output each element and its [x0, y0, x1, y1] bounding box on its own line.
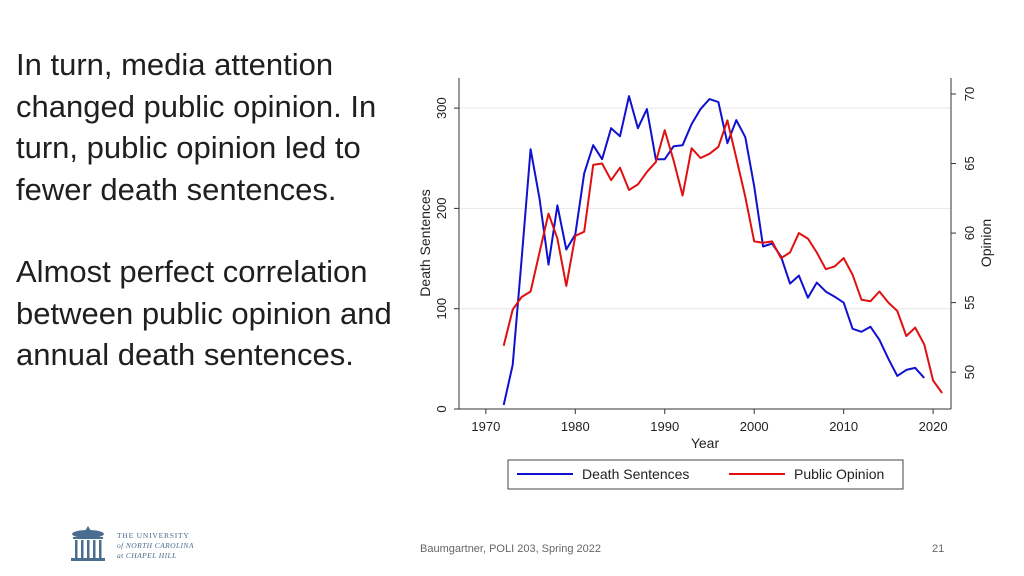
y-right-tick-label-60: 60	[962, 226, 977, 240]
legend-label-public-opinion: Public Opinion	[794, 466, 884, 482]
y-left-tick-label-0: 0	[434, 405, 449, 412]
legend-box	[507, 459, 904, 490]
university-logo-text: THE UNIVERSITY of NORTH CAROLINA at CHAP…	[117, 531, 194, 561]
legend-label-death-sentences: Death Sentences	[582, 466, 689, 482]
x-tick-label-1990: 1990	[650, 419, 679, 434]
y-right-tick-label-65: 65	[962, 156, 977, 170]
paragraph-correlation: Almost perfect correlation between publi…	[16, 254, 392, 372]
x-tick-label-2020: 2020	[919, 419, 948, 434]
axis-ticks	[454, 93, 956, 414]
axis-tick-labels: 0 100 200 300 50 55 60 65 70 1970 1980 1990 2000 2010…	[434, 87, 977, 434]
slide-body-text: In turn, media attention changed public …	[16, 44, 396, 376]
y-right-tick-label-55: 55	[962, 295, 977, 309]
x-tick-label-1970: 1970	[471, 419, 500, 434]
chart-legend: Death Sentences Public Opinion	[507, 459, 904, 490]
page-number: 21	[932, 543, 945, 555]
y-right-tick-label-70: 70	[962, 87, 977, 101]
y-axis-left-title: Death Sentences	[417, 189, 433, 296]
x-tick-label-2010: 2010	[829, 419, 858, 434]
series-line-death-sentences	[502, 95, 925, 406]
y-left-tick-label-100: 100	[434, 298, 449, 320]
x-tick-label-1980: 1980	[561, 419, 590, 434]
x-axis-title: Year	[691, 435, 720, 451]
slide-footer: Baumgartner, POLI 203, Spring 2022	[420, 543, 602, 555]
y-right-tick-label-50: 50	[962, 365, 977, 379]
y-left-tick-label-300: 300	[434, 97, 449, 119]
chart-gridlines	[459, 107, 951, 410]
series-lines	[502, 95, 943, 406]
old-well-icon	[71, 526, 105, 561]
y-axis-right-title: Opinion	[978, 219, 994, 267]
series-line-public-opinion	[502, 119, 943, 394]
paragraph-media-opinion: In turn, media attention changed public …	[16, 47, 377, 207]
logo-line-1: THE UNIVERSITY	[117, 531, 190, 540]
x-tick-label-2000: 2000	[740, 419, 769, 434]
logo-line-2: of NORTH CAROLINA	[117, 541, 194, 550]
logo-line-3: at CHAPEL HILL	[117, 551, 177, 560]
y-left-tick-label-200: 200	[434, 198, 449, 220]
